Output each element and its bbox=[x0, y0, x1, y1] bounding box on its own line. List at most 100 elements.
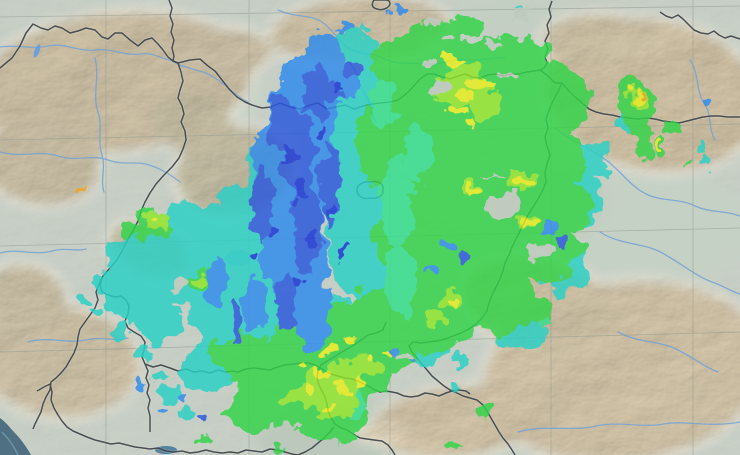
sea-wave-streak bbox=[1, 431, 19, 455]
radar-cell-r bbox=[457, 251, 469, 261]
radar-cell-y bbox=[458, 89, 474, 101]
radar-cell-g bbox=[446, 442, 454, 448]
radar-cell-s bbox=[381, 157, 413, 247]
radar-cell-g bbox=[662, 121, 678, 137]
country-border bbox=[659, 11, 740, 40]
radar-cell-c bbox=[90, 275, 108, 289]
radar-cell-b bbox=[245, 274, 265, 330]
radar-cell-c bbox=[148, 370, 164, 382]
radar-cell-h bbox=[512, 10, 530, 20]
radar-cell-r bbox=[320, 142, 340, 222]
radar-cell-y bbox=[387, 350, 395, 356]
mountain-patch bbox=[540, 12, 656, 64]
radar-cell-r bbox=[276, 274, 298, 330]
radar-cell-b bbox=[339, 23, 351, 33]
radar-cell-c bbox=[593, 141, 611, 163]
radar-cell-h bbox=[442, 37, 456, 45]
radar-cell-g bbox=[527, 302, 555, 322]
radar-cell-c bbox=[590, 160, 604, 174]
radar-cell-g bbox=[370, 37, 434, 87]
radar-cell-g bbox=[269, 444, 281, 452]
radar-cell-c bbox=[703, 158, 709, 168]
radar-cell-s bbox=[404, 122, 432, 182]
radar-precipitation-layer bbox=[79, 5, 711, 452]
radar-cell-r bbox=[269, 90, 295, 154]
radar-cell-g bbox=[115, 223, 139, 241]
radar-cell-n bbox=[254, 251, 260, 261]
radar-cell-g bbox=[196, 436, 214, 446]
river-path bbox=[94, 57, 105, 193]
radar-cell-y bbox=[152, 218, 162, 224]
radar-cell-g bbox=[450, 17, 486, 37]
radar-cell-g bbox=[685, 157, 691, 165]
radar-cell-c bbox=[89, 306, 103, 318]
river-path bbox=[617, 331, 719, 373]
radar-cell-o bbox=[79, 180, 89, 188]
radar-cell-r bbox=[230, 300, 244, 344]
radar-cell-r bbox=[343, 64, 361, 78]
radar-cell-o bbox=[637, 92, 645, 98]
radar-cell-y bbox=[462, 117, 478, 127]
radar-cell-b bbox=[426, 266, 438, 276]
radar-cell-g bbox=[528, 180, 592, 234]
radar-cell-n bbox=[283, 148, 293, 164]
radar-cell-g bbox=[460, 270, 540, 334]
radar-cell-c bbox=[177, 405, 195, 419]
radar-cell-h bbox=[483, 193, 523, 219]
radar-cell-y bbox=[355, 376, 365, 384]
radar-cell-y bbox=[368, 355, 378, 361]
radar-cell-n bbox=[338, 245, 344, 257]
radar-cell-y bbox=[294, 362, 304, 370]
radar-cell-y bbox=[526, 219, 538, 227]
river-path bbox=[0, 44, 171, 61]
radar-cell-y bbox=[338, 383, 354, 393]
radar-cell-h bbox=[527, 241, 553, 257]
radar-cell-y bbox=[465, 183, 479, 191]
radar-cell-y bbox=[305, 382, 317, 390]
radar-cell-c bbox=[134, 300, 186, 344]
radar-cell-h bbox=[427, 20, 445, 30]
lake bbox=[33, 44, 41, 58]
radar-cell-b bbox=[206, 256, 224, 308]
radar-cell-b bbox=[156, 405, 166, 413]
radar-cell-c bbox=[132, 344, 152, 360]
radar-cell-n bbox=[317, 124, 325, 138]
radar-cell-n bbox=[337, 81, 345, 91]
radar-cell-b bbox=[442, 240, 458, 252]
radar-cell-s bbox=[386, 246, 416, 318]
radar-cell-c bbox=[218, 185, 262, 225]
radar-cell-r bbox=[557, 235, 567, 247]
radar-cell-g bbox=[224, 390, 280, 434]
mountain-patch bbox=[0, 262, 68, 342]
radar-cell-c bbox=[80, 295, 92, 305]
radar-cell-n bbox=[267, 223, 275, 239]
radar-cell-c bbox=[103, 241, 125, 259]
country-border bbox=[32, 275, 104, 430]
radar-cell-c bbox=[344, 42, 360, 54]
radar-cell-b bbox=[176, 391, 188, 401]
radar-cell-n bbox=[327, 203, 335, 219]
sea-area bbox=[0, 418, 31, 455]
river-path bbox=[169, 59, 249, 103]
radar-cell-h bbox=[429, 81, 447, 95]
river-path bbox=[599, 231, 740, 295]
mountain-patch bbox=[177, 26, 273, 78]
river-path bbox=[27, 337, 129, 343]
radar-cell-c bbox=[450, 383, 460, 391]
radar-cell-c bbox=[356, 22, 368, 32]
mountain-patch bbox=[0, 122, 102, 208]
radar-cell-g bbox=[479, 404, 497, 416]
radar-cell-y bbox=[314, 367, 330, 377]
country-border bbox=[371, 0, 391, 11]
radar-cell-g bbox=[630, 119, 652, 145]
radar-cell-s bbox=[370, 74, 396, 130]
country-border bbox=[0, 23, 179, 69]
radar-cell-b bbox=[393, 5, 401, 15]
radar-cell-l bbox=[187, 274, 205, 286]
radar-cell-c bbox=[699, 143, 707, 157]
radar-cell-y bbox=[327, 403, 339, 411]
radar-cell-g bbox=[455, 12, 471, 22]
radar-cell-r bbox=[317, 81, 343, 103]
